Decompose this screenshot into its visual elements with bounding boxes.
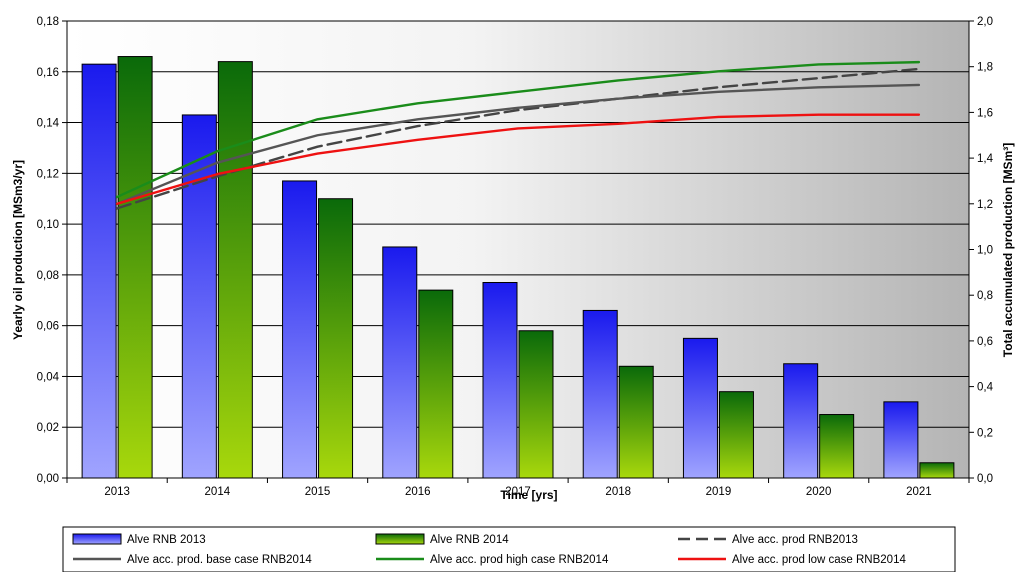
legend-label: Alve acc. prod high case RNB2014 [430, 554, 609, 566]
right-tick-label: 0,6 [977, 336, 993, 348]
x-tick-label: 2021 [906, 486, 932, 498]
right-axis-ticks: 0,0 0,2 0,4 0,6 0,8 1,0 1,2 1,4 1,6 1,8 2,0 [969, 16, 994, 485]
bar-rnb2013-2015 [282, 180, 318, 479]
right-tick-label: 1,2 [977, 199, 993, 211]
x-tick-label: 2019 [706, 486, 732, 498]
right-tick-label: 0,4 [977, 382, 994, 394]
bar-rnb2014-2018 [618, 365, 654, 479]
x-tick-label: 2016 [405, 486, 431, 498]
legend-label: Alve RNB 2014 [430, 534, 509, 546]
bar-rnb2013-2020 [783, 363, 819, 479]
legend-box [62, 526, 956, 573]
bars [81, 56, 955, 479]
bar-rnb2013-2013 [81, 63, 117, 479]
x-tick-label: 2014 [205, 486, 231, 498]
legend-label: Alve acc. prod low case RNB2014 [732, 554, 906, 566]
x-axis-title: Time [yrs] [500, 488, 557, 502]
bar-rnb2014-2019 [718, 391, 754, 479]
left-tick-label: 0,18 [37, 16, 59, 28]
left-tick-label: 0,10 [37, 219, 59, 231]
y-axis-title: Yearly oil production [MSm3/yr] [11, 160, 25, 340]
x-tick-label: 2017 [505, 486, 531, 498]
bar-rnb2013-2018 [582, 309, 618, 479]
bar-rnb2013-2021 [883, 401, 919, 479]
right-tick-label: 2,0 [977, 16, 993, 28]
left-tick-label: 0,14 [37, 118, 60, 130]
y2-axis-title: Total accumulated production [MSm³] [1001, 143, 1015, 357]
left-tick-label: 0,00 [37, 473, 59, 485]
right-tick-label: 1,6 [977, 107, 993, 119]
line-series-1 [115, 83, 921, 206]
plot-area [67, 21, 969, 478]
left-tick-label: 0,08 [37, 270, 59, 282]
bar-rnb2014-2015 [318, 198, 354, 479]
bar-rnb2013-2017 [482, 282, 518, 479]
x-tick-label: 2015 [305, 486, 331, 498]
x-tick-label: 2018 [605, 486, 631, 498]
line-series-3 [115, 113, 921, 206]
plot-background [67, 21, 969, 478]
right-tick-label: 0,0 [977, 473, 993, 485]
bar-rnb2014-2020 [819, 414, 855, 479]
left-axis-ticks: 0,00 0,02 0,04 0,06 0,08 0,10 0,12 0,14 0,16 0,18 [37, 16, 67, 485]
legend: Alve RNB 2013 Alve RNB 2014 Alve acc. prod… [62, 526, 956, 573]
x-axis-ticks: 2013 2014 2015 2016 2017 2018 2019 2020 2021 [66, 478, 970, 498]
left-tick-label: 0,06 [37, 321, 59, 333]
left-tick-label: 0,02 [37, 422, 59, 434]
legend-label: Alve RNB 2013 [127, 534, 206, 546]
right-tick-label: 1,8 [977, 62, 993, 74]
bar-rnb2013-2016 [382, 246, 418, 479]
right-tick-label: 0,2 [977, 427, 993, 439]
left-tick-label: 0,04 [37, 371, 60, 383]
legend-swatch [72, 533, 122, 545]
bar-rnb2014-2014 [217, 61, 253, 479]
bar-rnb2014-2013 [117, 56, 153, 479]
right-tick-label: 1,4 [977, 153, 994, 165]
bar-rnb2014-2016 [418, 289, 454, 479]
legend-swatch [375, 533, 425, 545]
left-tick-label: 0,12 [37, 168, 59, 180]
legend-label: Alve acc. prod RNB2013 [732, 534, 858, 546]
line-series-2 [115, 60, 921, 199]
legend-label: Alve acc. prod. base case RNB2014 [127, 554, 312, 566]
x-tick-label: 2013 [104, 486, 130, 498]
bar-rnb2014-2017 [518, 330, 554, 479]
left-tick-label: 0,16 [37, 67, 59, 79]
bar-rnb2013-2019 [682, 337, 718, 479]
right-tick-label: 0,8 [977, 290, 993, 302]
series-lines [115, 60, 921, 210]
bar-rnb2014-2021 [919, 462, 955, 479]
right-tick-label: 1,0 [977, 245, 993, 257]
x-tick-label: 2020 [806, 486, 832, 498]
